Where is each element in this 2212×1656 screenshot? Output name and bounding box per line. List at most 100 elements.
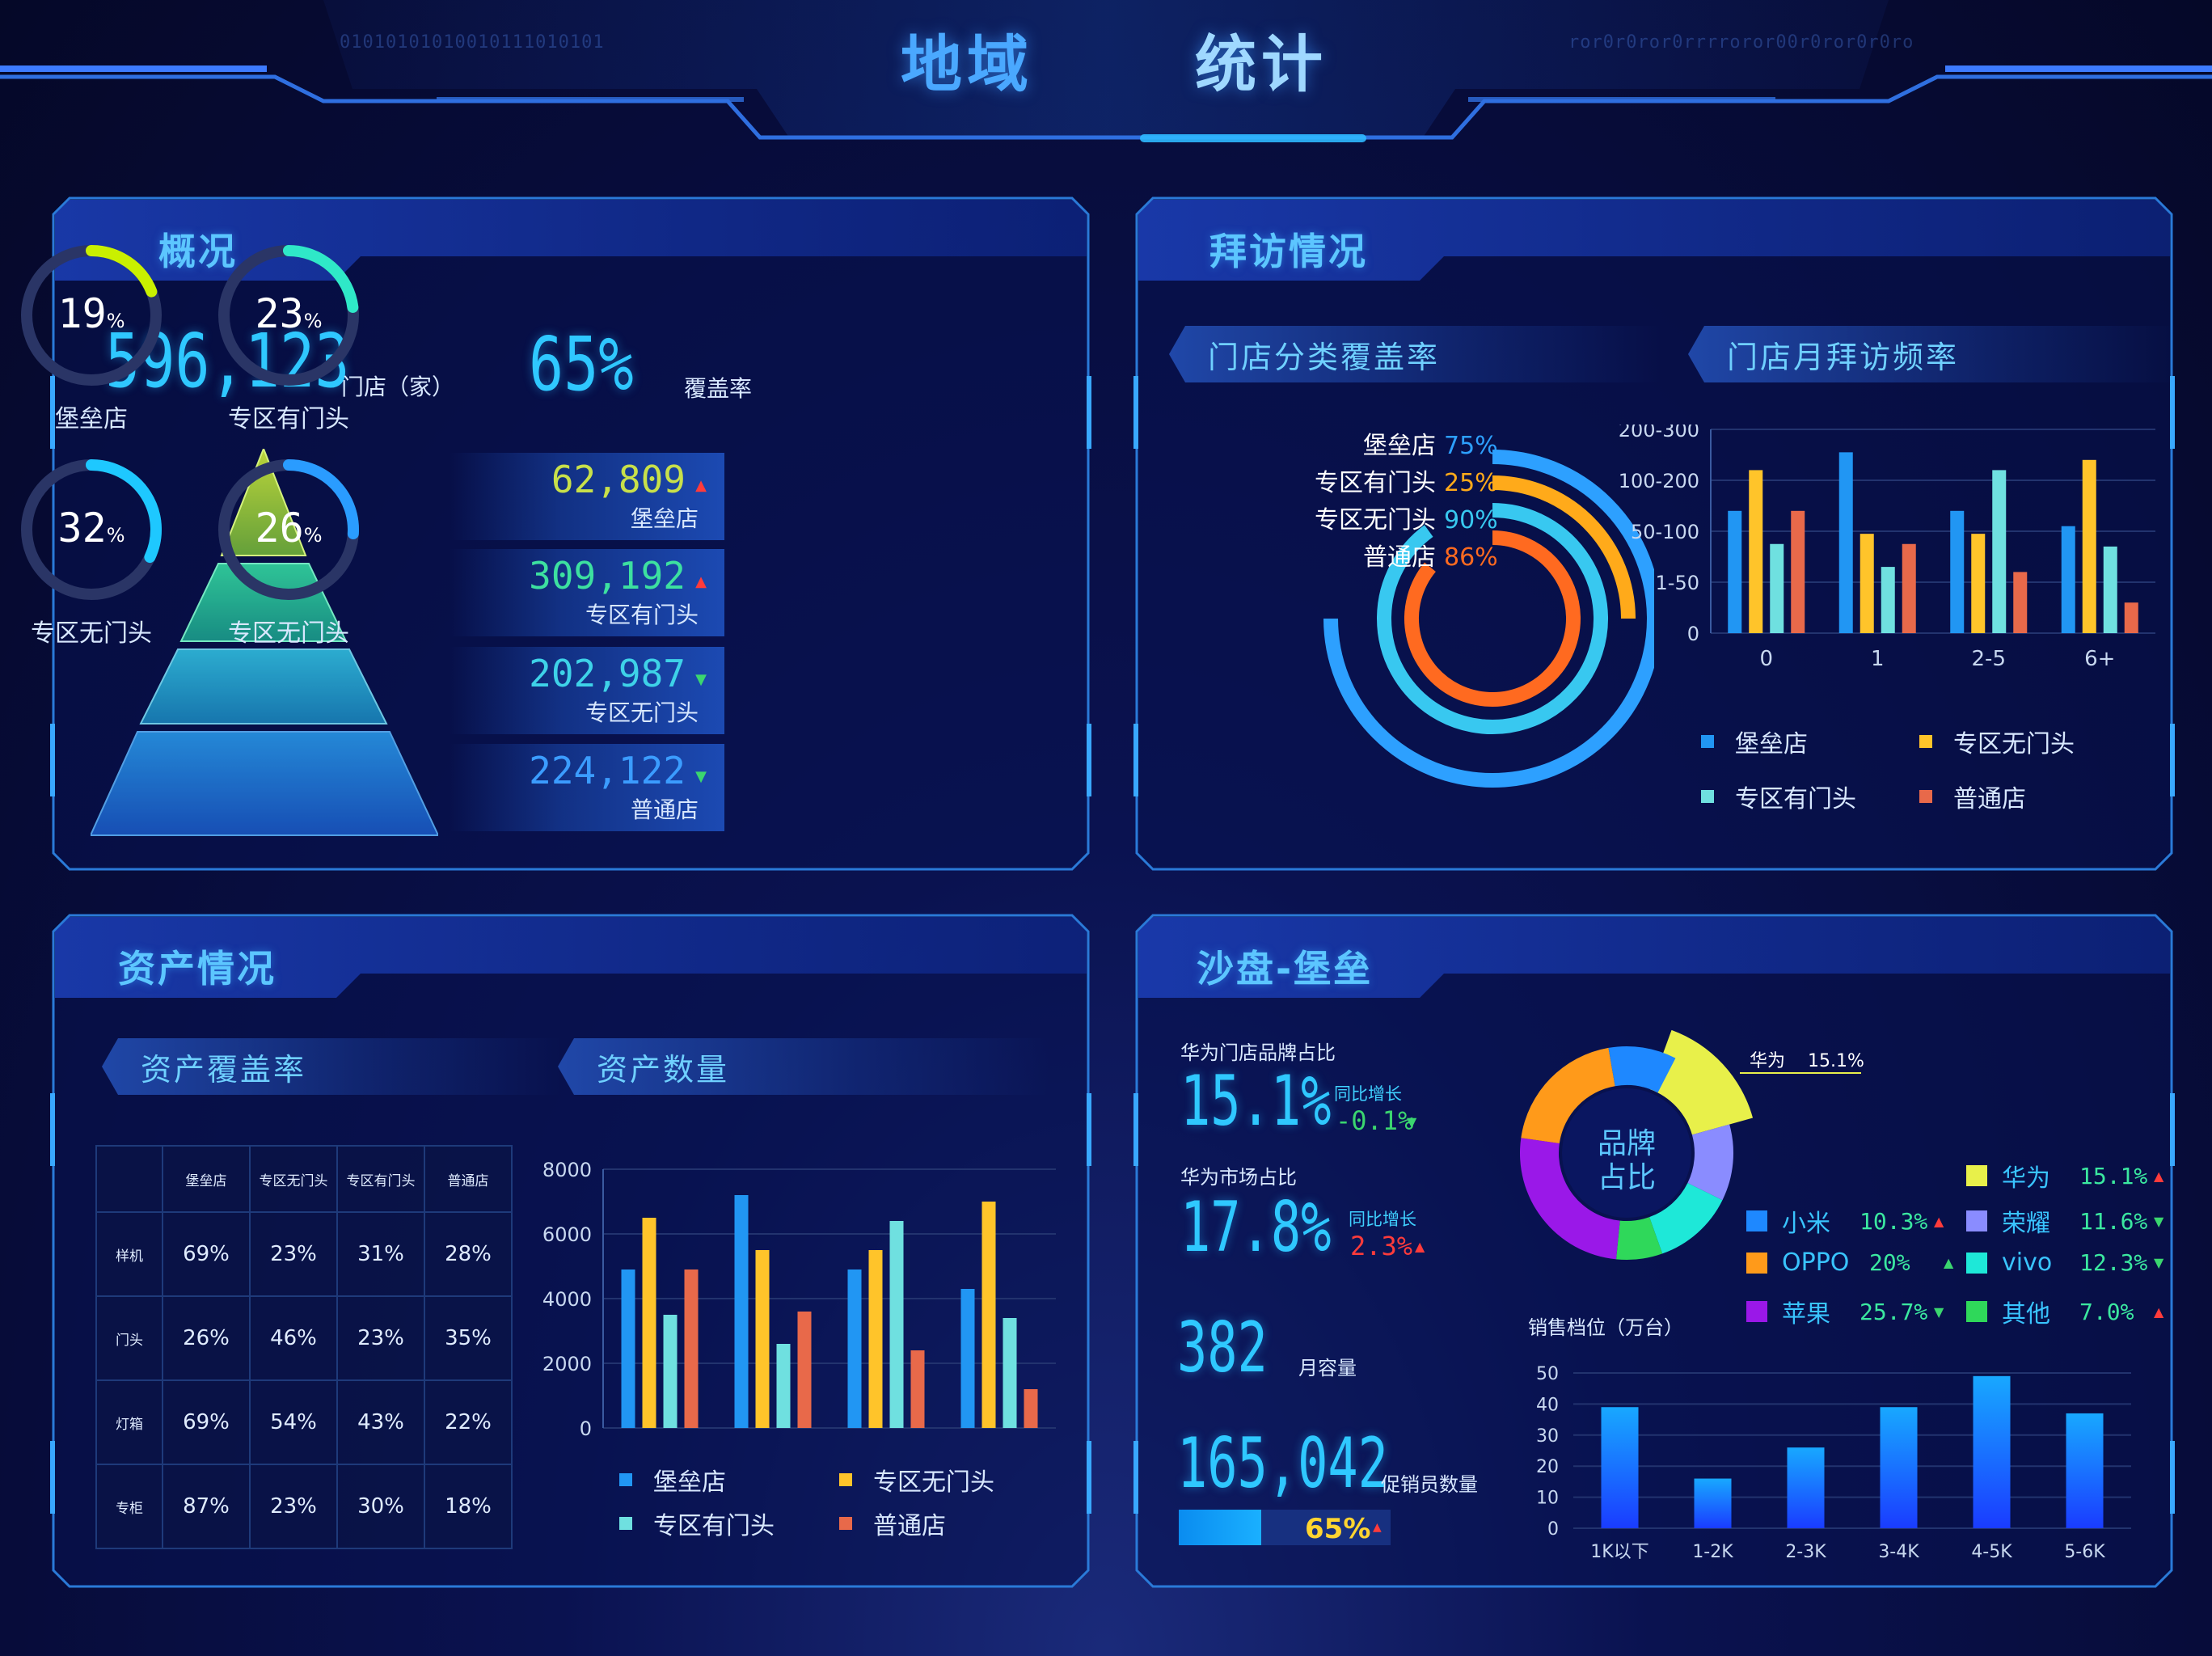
- binary-decoration-left: 01010101010010111010101: [340, 32, 605, 53]
- bar: [1024, 1389, 1038, 1428]
- legend-swatch: [1966, 1210, 1987, 1231]
- brand-name: 苹果: [1782, 1300, 1830, 1329]
- table-header-cell: 堡垒店: [162, 1145, 251, 1213]
- gauge-arc: [86, 459, 162, 564]
- legend-swatch: [1746, 1301, 1767, 1322]
- legend-label: 堡垒店: [1735, 730, 1808, 758]
- donut-slice: [1608, 1046, 1676, 1093]
- bar: [847, 1269, 862, 1428]
- y-tick-label: 10: [1536, 1489, 1559, 1509]
- table-row: 门头 26% 46% 23% 35%: [95, 1295, 513, 1381]
- coverage-ring: [1377, 503, 1608, 734]
- legend-swatch: [1966, 1252, 1987, 1274]
- table-header-cell: 专区有门头: [336, 1145, 425, 1213]
- store-coverage-tag: 门店分类覆盖率: [1169, 326, 1661, 382]
- stat-label: 专区有门头: [585, 602, 699, 628]
- legend-label: 专区无门头: [873, 1468, 994, 1497]
- brand-value: 11.6%: [2079, 1207, 2148, 1235]
- stat-row-bastion: 62,809 ▲ 堡垒店: [450, 453, 724, 540]
- sales-tier-chart: 0 10 20 30 40 50 1K以下 1-2K 2-3K 3-4K 4-5K 5-6K: [1536, 1364, 2131, 1562]
- callout-brand: 华为: [1750, 1051, 1786, 1071]
- legend-regular: 普通店: [839, 1506, 946, 1541]
- bar: [1902, 543, 1916, 633]
- donut-center-line2: 占比: [1597, 1161, 1656, 1194]
- x-tick-label: 3-4K: [1878, 1542, 1919, 1562]
- legend-label: 堡垒店: [653, 1468, 726, 1497]
- ring-label: 专区无门头: [1315, 506, 1436, 534]
- table-header-row: 堡垒店 专区无门头 专区有门头 普通店: [95, 1145, 513, 1213]
- brand-legend-item: 小米 10.3% ▲: [1746, 1203, 1944, 1239]
- legend-label: 专区有门头: [1735, 785, 1856, 813]
- x-tick-label: 2-3K: [1785, 1542, 1826, 1562]
- table-cell: 18%: [424, 1464, 513, 1549]
- bar: [1749, 470, 1763, 633]
- gauge-value: 23%: [255, 290, 322, 337]
- table-cell: 87%: [162, 1464, 251, 1549]
- donut-slice: [1520, 1138, 1620, 1260]
- trend-up-icon: ▲: [1373, 1521, 1382, 1534]
- legend-label: 普通店: [873, 1512, 946, 1540]
- progress-fill: [1179, 1510, 1262, 1545]
- legend-label: 专区无门头: [1953, 730, 2075, 758]
- x-tick-label: 5-6K: [2064, 1542, 2105, 1562]
- brand-value: 12.3%: [2079, 1249, 2148, 1276]
- pyramid-level-2: [179, 563, 348, 642]
- stat-row-regular: 224,122 ▼ 普通店: [450, 744, 724, 831]
- pyramid-level-3: [139, 648, 388, 724]
- promoters-value: 165,042: [1177, 1423, 1388, 1504]
- x-tick-label: 1-2K: [1692, 1542, 1733, 1562]
- coverage-ring: [1404, 530, 1581, 707]
- table-row-header: 灯箱: [95, 1379, 163, 1465]
- market-yoy-value: 2.3%: [1350, 1231, 1413, 1261]
- brand-yoy-label: 同比增长: [1334, 1084, 1402, 1104]
- donut-slice: [1521, 1047, 1615, 1144]
- assets-panel: 资产情况 资产覆盖率 资产数量: [53, 915, 1088, 1586]
- asset-count-tag: 资产数量: [558, 1038, 1049, 1095]
- x-tick-label: 4-5K: [1971, 1542, 2012, 1562]
- donut-center-line1: 品牌: [1597, 1127, 1656, 1160]
- bar: [1880, 1407, 1918, 1528]
- coverage-ring-chart: 堡垒店 75% 专区有门头 25% 专区无门头 90% 普通店 86%: [1315, 432, 1654, 788]
- gauge-label: 专区无门头: [228, 619, 349, 648]
- ring-value: 90%: [1444, 506, 1498, 534]
- market-share-value: 17.8%: [1180, 1187, 1332, 1268]
- bar: [776, 1344, 791, 1428]
- bar: [621, 1269, 635, 1428]
- stat-value: 224,122: [529, 749, 686, 792]
- table-cell: 22%: [424, 1379, 513, 1465]
- donut-slice: [1649, 1183, 1723, 1254]
- trend-up-icon: ▲: [1415, 1239, 1425, 1254]
- market-yoy-label: 同比增长: [1349, 1210, 1416, 1229]
- bar: [2103, 546, 2117, 633]
- y-tick-label: 20: [1536, 1457, 1559, 1477]
- table-header-cell: 专区无门头: [249, 1145, 338, 1213]
- x-tick-label: 6+: [2084, 647, 2115, 671]
- stat-label: 专区无门头: [585, 699, 699, 726]
- y-tick-label: 200-300: [1619, 425, 1699, 441]
- asset-count-chart: 0 2000 4000 6000 8000: [542, 1159, 1056, 1440]
- coverage-ring: [1492, 475, 1636, 619]
- y-tick-label: 0: [1547, 1519, 1559, 1540]
- bar: [755, 1250, 770, 1428]
- gauge-ring: 32%: [21, 459, 162, 600]
- trend-down-icon: ▼: [1934, 1303, 1944, 1320]
- brand-name: 其他: [2002, 1300, 2050, 1329]
- brand-legend-item: OPPO 20% ▲: [1746, 1248, 1953, 1277]
- y-tick-label: 50: [1536, 1364, 1559, 1384]
- bar: [1838, 452, 1853, 633]
- gauge-arc: [283, 459, 359, 540]
- promoter-progress-bar: 65% ▲: [1179, 1510, 1391, 1545]
- coverage-value: 65%: [529, 321, 634, 408]
- legend-zone-with-signage: 专区有门头: [619, 1506, 775, 1541]
- x-tick-label: 1K以下: [1590, 1542, 1648, 1562]
- capacity-value: 382: [1177, 1307, 1268, 1388]
- callout-value: 15.1%: [1808, 1051, 1864, 1071]
- table-cell: 54%: [249, 1379, 338, 1465]
- brand-legend-item: 其他 7.0% ▲: [1966, 1294, 2163, 1329]
- bar: [1881, 567, 1895, 633]
- gauge-label: 专区无门头: [31, 619, 152, 648]
- brand-value: 15.1%: [2079, 1162, 2148, 1189]
- brand-legend-item: 苹果 25.7% ▼: [1746, 1294, 1944, 1329]
- y-tick-label: 50-100: [1631, 521, 1699, 543]
- bar: [1973, 1375, 2011, 1528]
